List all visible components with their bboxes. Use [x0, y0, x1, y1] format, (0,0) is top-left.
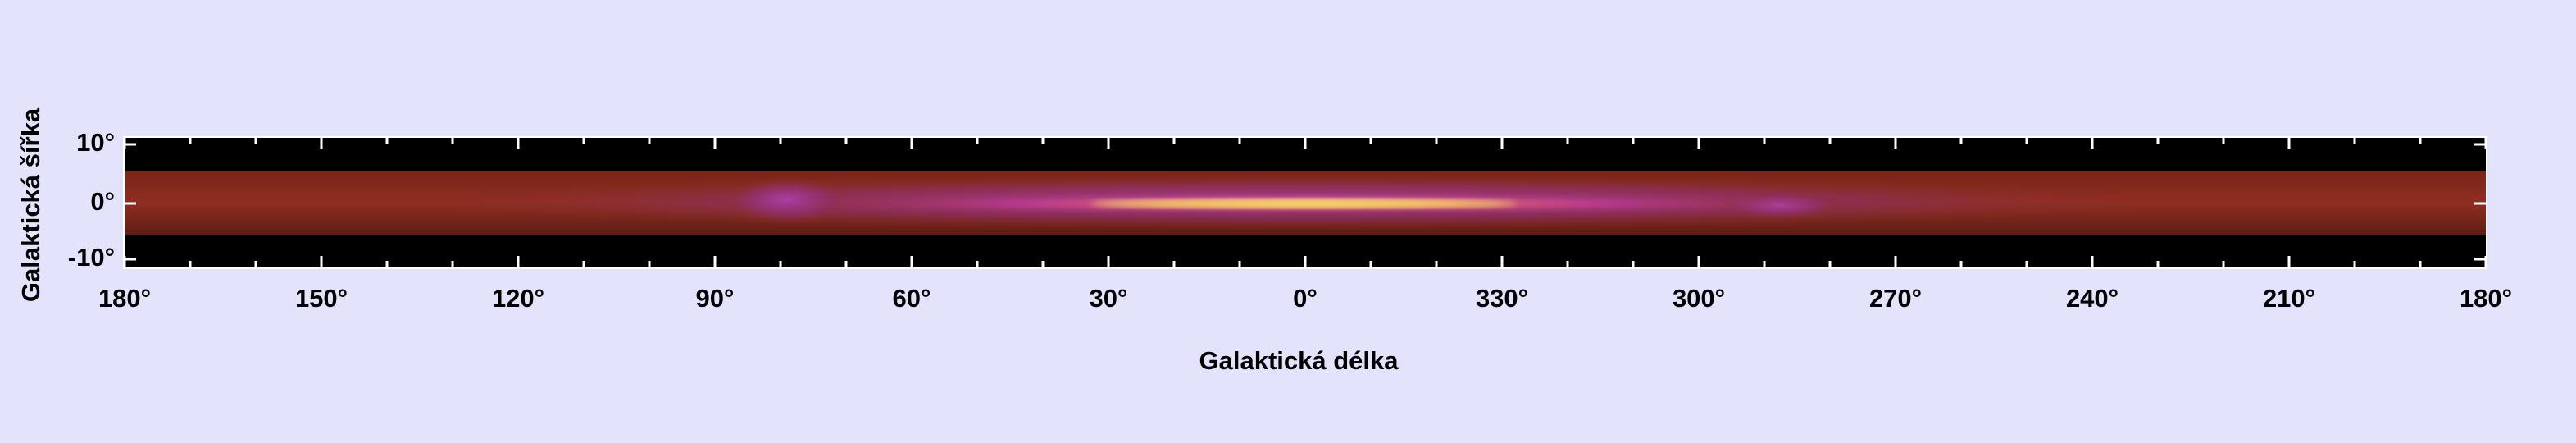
x-tick-label: 300° [1673, 284, 1725, 313]
y-tick-label: 0° [90, 187, 115, 216]
x-tick-label: 0° [1293, 284, 1318, 313]
center-glow [1090, 199, 1517, 208]
galactic-plane-image [125, 171, 2486, 235]
x-tick-label: 180° [98, 284, 151, 313]
x-tick-label: 120° [492, 284, 544, 313]
y-tick-label: -10° [68, 243, 115, 272]
x-tick-label: 150° [295, 284, 348, 313]
x-tick-label: 90° [696, 284, 735, 313]
y-axis-label: Galaktická šířka [16, 107, 45, 302]
x-tick-label: 60° [893, 284, 931, 313]
x-tick-label: 180° [2460, 284, 2512, 313]
x-axis-label: Galaktická délka [1199, 346, 1400, 375]
x-tick-label: 270° [1869, 284, 1922, 313]
cygnus-region [721, 176, 853, 225]
x-tick-label: 30° [1090, 284, 1128, 313]
y-tick-label: 10° [76, 128, 115, 157]
x-tick-label: 210° [2263, 284, 2315, 313]
tick-marks [123, 138, 2487, 267]
x-tick-label: 240° [2066, 284, 2119, 313]
x-tick-label: 330° [1476, 284, 1528, 313]
